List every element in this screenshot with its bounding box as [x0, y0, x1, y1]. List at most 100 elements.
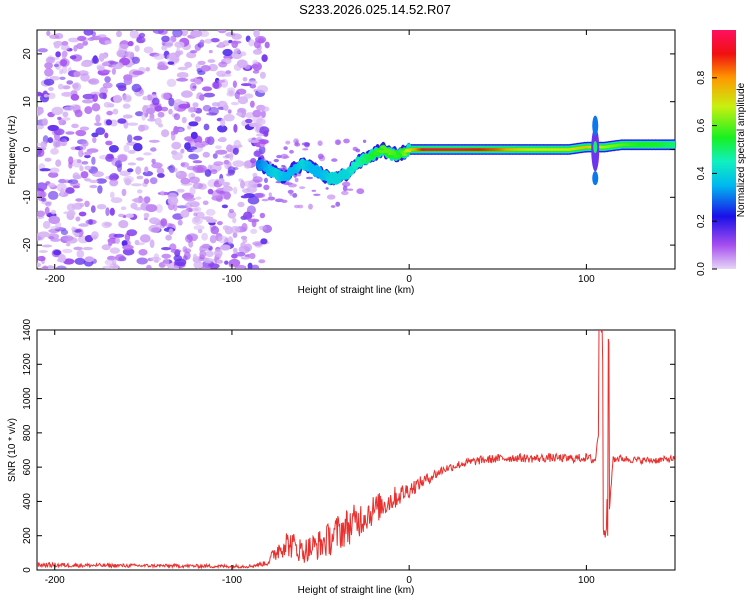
noise-blob [136, 175, 144, 180]
ridge-core [373, 152, 379, 155]
noise-blob [232, 217, 237, 224]
noise-blob [131, 83, 142, 93]
noise-blob [227, 236, 234, 245]
fringe-blob [343, 138, 350, 144]
noise-blob [211, 102, 220, 107]
y-tick-label: 800 [22, 424, 33, 441]
noise-blob [73, 45, 78, 52]
noise-blob [250, 158, 257, 164]
noise-blob [167, 196, 179, 206]
noise-blob [247, 262, 253, 269]
noise-blob [47, 137, 54, 144]
noise-blob [188, 146, 198, 150]
noise-blob [264, 41, 270, 49]
noise-blob [161, 45, 168, 51]
noise-blob [109, 179, 119, 187]
noise-blob [135, 111, 144, 117]
noise-blob [208, 49, 213, 54]
noise-blob [47, 190, 59, 200]
noise-blob [112, 108, 119, 115]
noise-blob [244, 243, 253, 252]
noise-blob [156, 167, 165, 175]
noise-blob [57, 83, 64, 90]
noise-blob [133, 197, 146, 204]
noise-blob [170, 249, 182, 254]
noise-blob [44, 206, 50, 215]
noise-blob [260, 110, 266, 118]
noise-blob [192, 182, 204, 189]
spike-mid [592, 115, 599, 136]
noise-blob [180, 30, 188, 37]
noise-blob [227, 87, 236, 94]
noise-blob [78, 211, 87, 217]
noise-blob [79, 144, 87, 151]
ridge-core [326, 178, 332, 182]
noise-blob [154, 105, 163, 112]
noise-blob [209, 235, 217, 244]
noise-blob [89, 184, 98, 189]
noise-blob [40, 141, 47, 149]
noise-blob [225, 70, 232, 75]
noise-blob [165, 234, 172, 241]
noise-blob [157, 64, 169, 71]
noise-blob [65, 131, 75, 135]
noise-blob [228, 258, 241, 267]
noise-blob [190, 131, 198, 140]
noise-blob [74, 109, 83, 118]
x-tick-label: -100 [222, 575, 242, 586]
noise-blob [112, 174, 120, 180]
noise-blob [117, 118, 127, 124]
noise-blob [189, 82, 197, 92]
fringe-blob [331, 158, 338, 162]
noise-blob [104, 76, 111, 83]
noise-blob [111, 67, 116, 75]
noise-blob [258, 139, 269, 145]
noise-blob [160, 92, 171, 100]
y-tick-label: 20 [22, 48, 33, 60]
y-tick-label: 1000 [22, 387, 33, 410]
noise-blob [37, 142, 42, 147]
noise-blob [261, 54, 268, 62]
noise-blob [47, 124, 59, 132]
noise-blob [202, 86, 212, 92]
noise-blob [227, 109, 232, 114]
noise-blob [226, 173, 232, 177]
noise-blob [220, 73, 232, 77]
noise-blob [65, 187, 75, 194]
noise-blob [104, 132, 109, 139]
noise-blob [260, 106, 270, 112]
noise-blob [126, 229, 138, 237]
noise-blob [195, 196, 202, 200]
noise-blob [80, 61, 92, 67]
noise-blob [232, 80, 237, 88]
noise-blob [184, 197, 196, 202]
noise-blob [127, 134, 133, 143]
noise-blob [218, 178, 224, 185]
noise-blob [160, 218, 168, 227]
snr-line [37, 330, 675, 570]
noise-blob [181, 90, 193, 98]
ridge-core [277, 173, 283, 177]
noise-blob [88, 78, 100, 85]
noise-blob [138, 249, 148, 256]
noise-blob [217, 125, 228, 133]
fringe-blob [299, 186, 306, 190]
noise-blob [184, 61, 193, 68]
noise-blob [247, 80, 258, 85]
noise-blob [251, 264, 260, 269]
fringe-blob [289, 149, 294, 154]
noise-blob [105, 119, 113, 126]
noise-blob [237, 201, 245, 208]
noise-blob [226, 144, 233, 153]
noise-blob [66, 203, 76, 212]
noise-blob [195, 78, 202, 85]
fringe-blob [308, 203, 313, 210]
noise-blob [167, 61, 175, 65]
snr-ylabel: SNR (10 * v/v) [7, 418, 18, 482]
noise-blob [232, 160, 245, 168]
noise-blob [200, 65, 211, 72]
noise-blob [37, 48, 48, 53]
noise-blob [136, 257, 148, 265]
fringe-blob [294, 177, 299, 183]
fringe-blob [335, 201, 341, 207]
